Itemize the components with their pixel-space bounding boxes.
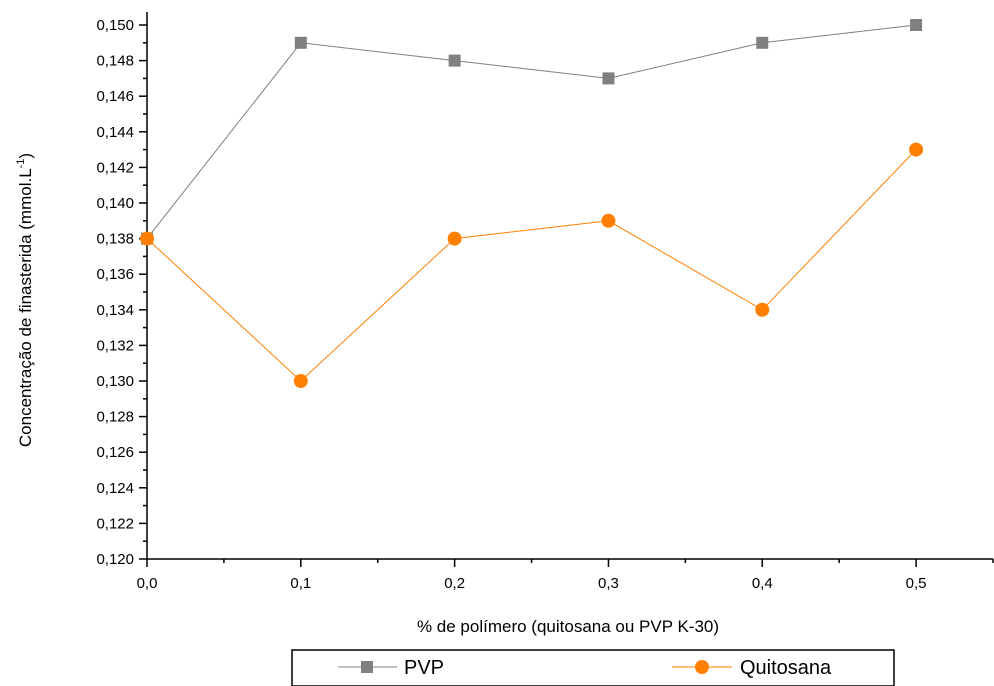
y-tick-label: 0,142 [96, 159, 134, 176]
y-axis: 0,120 0,122 0,124 0,126 0,128 0,130 0,132 0,134… [96, 12, 148, 568]
data-point-quitosana [140, 231, 154, 246]
y-tick-label: 0,134 [96, 302, 134, 319]
legend-pvp-label: PVP [404, 657, 444, 679]
y-tick-label: 0,126 [96, 444, 134, 461]
data-point-quitosana [601, 213, 616, 228]
y-tick-label: 0,144 [96, 124, 134, 141]
x-tick-label: 0,1 [290, 575, 311, 592]
legend-pvp-marker [361, 661, 373, 673]
x-tick-label: 0,5 [906, 575, 927, 592]
y-axis-title-main: Concentração de finasterida (mmol.L [16, 168, 35, 447]
x-axis-title: % de polímero (quitosana ou PVP K-30) [417, 617, 719, 636]
y-tick-label: 0,140 [96, 195, 134, 212]
data-point-quitosana [447, 231, 462, 246]
y-tick-label: 0,138 [96, 231, 134, 248]
series-line-quitosana [146, 149, 917, 382]
legend-box [291, 649, 895, 686]
x-tick-label: 0,4 [752, 575, 773, 592]
y-tick-label: 0,122 [96, 515, 134, 532]
y-tick-label: 0,124 [96, 480, 134, 497]
series-layer [140, 19, 924, 388]
x-axis: 0,0 0,1 0,2 0,3 0,4 0,5 [137, 558, 994, 592]
data-point-quitosana [909, 142, 924, 157]
data-point-pvp [294, 36, 307, 49]
series-line-pvp [146, 24, 917, 239]
legend: PVP Quitosana [291, 649, 895, 686]
x-tick-label: 0,2 [444, 575, 465, 592]
y-tick-label: 0,128 [96, 409, 134, 426]
y-tick-label: 0,146 [96, 88, 134, 105]
data-point-pvp [756, 36, 769, 49]
y-axis-title-suffix: ) [16, 153, 35, 159]
y-axis-title: Concentração de finasterida (mmol.L-1) [15, 153, 35, 447]
data-point-pvp [448, 54, 461, 67]
y-tick-label: 0,120 [96, 551, 134, 568]
y-tick-label: 0,148 [96, 53, 134, 70]
x-tick-label: 0,0 [137, 575, 158, 592]
y-tick-label: 0,136 [96, 266, 134, 283]
data-point-quitosana [293, 374, 308, 388]
legend-quitosana-label: Quitosana [740, 657, 832, 679]
data-point-pvp [602, 72, 615, 85]
y-tick-label: 0,130 [96, 373, 134, 390]
y-tick-label: 0,150 [96, 17, 134, 34]
y-axis-title-superscript: -1 [15, 159, 27, 169]
x-tick-label: 0,3 [598, 575, 619, 592]
data-point-quitosana [755, 302, 770, 317]
data-point-pvp [910, 19, 923, 31]
y-tick-label: 0,132 [96, 337, 134, 354]
legend-quitosana-marker [695, 660, 709, 674]
